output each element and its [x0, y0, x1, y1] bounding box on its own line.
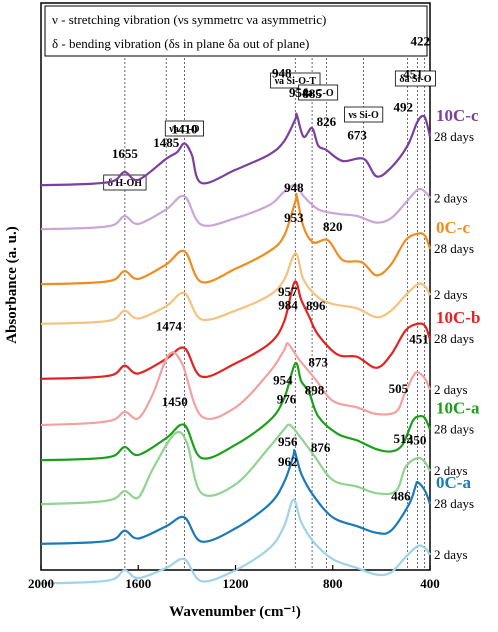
legend-border — [44, 5, 428, 57]
peak-label: 873 — [308, 355, 328, 370]
peak-label: 422 — [411, 34, 431, 49]
peak-label: 820 — [323, 219, 343, 234]
series-line-0c-a-2-days — [40, 498, 431, 585]
peak-label: 505 — [389, 381, 409, 396]
peak-label: 1485 — [153, 135, 180, 150]
peak-label: 948 — [272, 65, 292, 80]
peak-label: 451 — [409, 331, 429, 346]
band-labels: δ H-OH νa C-O νa Si-O-Tδa C-O νs Si-O δa Si-… — [103, 70, 436, 191]
band-label: νs Si-O — [344, 106, 384, 123]
peak-label: 513 — [394, 431, 414, 446]
peak-label: 898 — [305, 383, 325, 398]
series-line-10c-a-28-days — [40, 362, 432, 462]
x-tick-label: 2000 — [28, 576, 54, 591]
peak-label: 948 — [284, 180, 304, 195]
peak-label: 826 — [317, 114, 337, 129]
age-label: 2 days — [434, 463, 468, 478]
peak-label: 450 — [407, 432, 427, 447]
band-label: δa Si-O — [394, 70, 436, 87]
x-axis-ticks: 2000 1600 1200 800 400 — [28, 565, 440, 591]
age-label: 28 days — [434, 496, 474, 511]
peak-label: 957 — [278, 284, 298, 299]
peak-label: 954 — [273, 372, 293, 387]
band-label: νa C-O — [164, 120, 205, 137]
peak-label: 984 — [278, 298, 298, 313]
y-axis-title: Absorbance (a. u.) — [4, 226, 20, 344]
group-label-0c-a: 0C-a — [436, 473, 471, 492]
series-line-0c-a-28-days — [40, 449, 432, 545]
peak-label: 953 — [284, 210, 304, 225]
age-label: 28 days — [434, 331, 474, 346]
band-label: δ H-OH — [103, 174, 147, 191]
peak-label: 976 — [277, 392, 297, 407]
series-line-0c-c-2-days — [40, 252, 431, 325]
group-label-0c-c: 0C-c — [436, 218, 470, 237]
peak-label: 673 — [347, 127, 367, 142]
peak-label: 885 — [302, 86, 322, 101]
peak-label: 1450 — [162, 394, 188, 409]
svg-text:νa Si-O-T: νa Si-O-T — [274, 76, 317, 87]
group-label-10c-a: 10C-a — [436, 398, 480, 417]
age-label: 28 days — [434, 421, 474, 436]
series-line-10c-c-2-days — [40, 184, 431, 231]
legend-line-2: δ - bending vibration (δs in plane δa ou… — [52, 36, 309, 51]
legend-line-1: ν - stretching vibration (νs symmetrc νa… — [52, 12, 326, 27]
peak-label: 486 — [391, 488, 411, 503]
legend-box: ν - stretching vibration (νs symmetrc νa… — [44, 5, 428, 57]
svg-text:δa C-O: δa C-O — [303, 88, 334, 99]
peak-label: 1655 — [112, 146, 139, 161]
series-line-10c-c-28-days — [40, 112, 432, 187]
group-label-10c-b: 10C-b — [436, 308, 480, 327]
peak-label: 451 — [403, 67, 423, 82]
series-line-10c-a-2-days — [40, 423, 431, 506]
reference-lines — [124, 58, 426, 569]
peak-label: 954 — [289, 85, 309, 100]
peak-label: 492 — [394, 99, 414, 114]
x-tick-label: 400 — [420, 576, 440, 591]
x-tick-label: 1200 — [223, 576, 249, 591]
svg-text:νs Si-O: νs Si-O — [347, 110, 379, 121]
band-label: νa Si-O-T — [270, 72, 321, 89]
series-line-0c-c-28-days — [40, 192, 432, 286]
peak-label: 1474 — [156, 319, 183, 334]
series-lines — [40, 112, 432, 585]
age-label: 28 days — [434, 129, 474, 144]
group-label-10c-c: 10C-c — [436, 106, 479, 125]
peak-label: 956 — [278, 434, 298, 449]
age-label: 28 days — [434, 241, 474, 256]
x-tick-label: 800 — [323, 576, 343, 591]
svg-text:νa C-O: νa C-O — [168, 124, 200, 135]
series-line-10c-b-28-days — [40, 280, 432, 380]
x-axis-title: Wavenumber (cm⁻¹) — [169, 604, 301, 620]
svg-text:δa Si-O: δa Si-O — [399, 74, 431, 85]
series-line-10c-b-2-days — [40, 342, 432, 427]
peak-labels: 1655148514109489548858266734924514229489… — [112, 34, 430, 504]
age-label: 2 days — [434, 287, 468, 302]
x-tick-label: 1600 — [125, 576, 151, 591]
peak-label: 962 — [278, 454, 298, 469]
age-label: 2 days — [434, 190, 468, 205]
right-labels: 28 days 2 days 28 days 2 days 28 days 2 days 2… — [434, 106, 480, 562]
age-label: 2 days — [434, 547, 468, 562]
band-label: δa C-O — [298, 84, 339, 101]
peak-label: 896 — [306, 298, 326, 313]
peak-label: 876 — [311, 440, 331, 455]
svg-text:δ H-OH: δ H-OH — [108, 178, 143, 189]
peak-label: 1410 — [171, 121, 197, 136]
age-label: 2 days — [434, 382, 468, 397]
